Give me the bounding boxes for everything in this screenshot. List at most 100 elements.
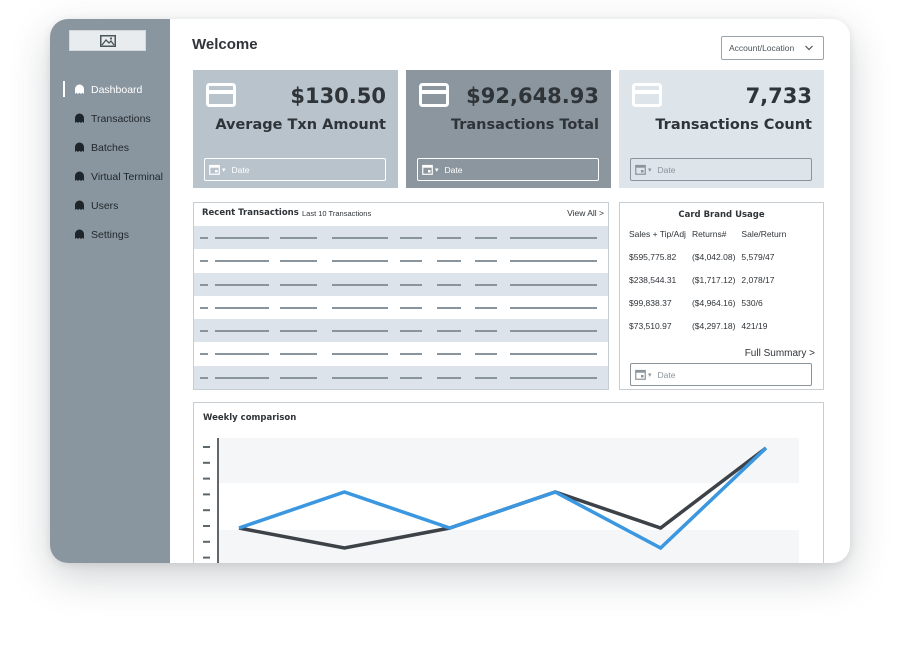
table-cell: $99,838.37 bbox=[629, 298, 672, 308]
calendar-icon bbox=[635, 369, 646, 380]
column-header: Sales + Tip/Adj bbox=[629, 229, 686, 239]
y-tick-placeholder bbox=[203, 493, 210, 496]
placeholder-dash bbox=[475, 306, 497, 309]
placeholder-dash bbox=[200, 306, 208, 309]
placeholder-dash bbox=[400, 353, 422, 356]
table-row[interactable] bbox=[194, 249, 608, 272]
txn-total-amount: $92,648.93 bbox=[466, 84, 599, 108]
table-cell: $73,510.97 bbox=[629, 321, 672, 331]
image-placeholder-icon bbox=[99, 34, 116, 47]
y-tick-placeholder bbox=[203, 540, 210, 543]
placeholder-dash bbox=[510, 353, 597, 356]
placeholder-dash bbox=[280, 306, 317, 309]
sidebar-item-settings[interactable]: Settings bbox=[50, 220, 170, 249]
y-tick-placeholder bbox=[203, 525, 210, 527]
txn-count-amount: 7,733 bbox=[745, 84, 812, 108]
placeholder-dash bbox=[475, 376, 497, 379]
table-row[interactable] bbox=[194, 226, 608, 250]
table-cell: $595,775.82 bbox=[629, 252, 677, 262]
placeholder-dash bbox=[510, 306, 597, 309]
credit-card-icon bbox=[632, 83, 662, 107]
ghost-icon bbox=[74, 200, 85, 211]
placeholder-dash bbox=[400, 330, 422, 333]
table-cell: ($4,042.08) bbox=[691, 252, 736, 262]
table-cell: ($4,964.16) bbox=[691, 298, 736, 308]
placeholder-dash bbox=[332, 260, 388, 263]
recent-transactions-title: Recent Transactions bbox=[202, 208, 299, 218]
placeholder-dash bbox=[475, 353, 497, 356]
placeholder-dash bbox=[437, 260, 461, 263]
weekly-comparison-chart bbox=[203, 438, 799, 563]
ghost-icon bbox=[74, 229, 85, 240]
account-location-select[interactable]: Account/Location bbox=[721, 36, 824, 60]
placeholder-dash bbox=[200, 353, 208, 356]
table-row[interactable] bbox=[194, 272, 608, 296]
y-tick-placeholder bbox=[203, 446, 210, 448]
placeholder-dash bbox=[437, 330, 461, 333]
column-header: Sale/Return bbox=[741, 229, 787, 239]
ghost-icon bbox=[74, 113, 85, 124]
table-cell: $238,544.31 bbox=[629, 275, 677, 285]
table-row: $73,510.97 ($4,297.18) 421/19 bbox=[629, 321, 792, 344]
txn-count-label: Transactions Count bbox=[655, 117, 812, 133]
recent-transactions-panel: Recent Transactions Last 10 Transactions… bbox=[193, 202, 609, 390]
sidebar-item-label: Virtual Terminal bbox=[91, 170, 163, 183]
date-placeholder: Date bbox=[657, 164, 676, 175]
table-cell: 421/19 bbox=[741, 321, 768, 331]
table-cell: ($1,717.12) bbox=[691, 275, 736, 285]
caret-down-icon: ▾ bbox=[648, 166, 652, 174]
date-picker[interactable]: ▾ Date bbox=[630, 158, 812, 181]
date-placeholder: Date bbox=[657, 369, 676, 380]
table-row[interactable] bbox=[194, 319, 608, 343]
y-tick-placeholder bbox=[203, 556, 210, 559]
table-row[interactable] bbox=[194, 365, 608, 390]
credit-card-icon bbox=[206, 83, 236, 107]
placeholder-dash bbox=[215, 353, 269, 356]
placeholder-dash bbox=[475, 237, 497, 239]
placeholder-dash bbox=[200, 330, 208, 333]
sidebar-item-dashboard[interactable]: Dashboard bbox=[50, 75, 170, 104]
sidebar-item-label: Batches bbox=[91, 141, 129, 154]
calendar-icon bbox=[422, 164, 433, 175]
logo bbox=[69, 30, 146, 51]
placeholder-dash bbox=[280, 260, 317, 263]
date-picker[interactable]: ▾ Date bbox=[630, 363, 812, 386]
placeholder-dash bbox=[437, 237, 461, 239]
table-cell: 2,078/17 bbox=[741, 275, 775, 285]
chevron-down-icon bbox=[805, 45, 813, 51]
app-window: Dashboard Transactions Batches Virtual T… bbox=[50, 19, 850, 563]
page-title: Welcome bbox=[192, 36, 258, 53]
placeholder-dash bbox=[280, 283, 317, 286]
view-all-link[interactable]: View All > bbox=[567, 208, 604, 218]
ghost-icon bbox=[74, 171, 85, 182]
sidebar-item-transactions[interactable]: Transactions bbox=[50, 104, 170, 133]
table-row[interactable] bbox=[194, 342, 608, 365]
avg-txn-card: $130.50 Average Txn Amount ▾ Date bbox=[193, 70, 398, 188]
placeholder-dash bbox=[437, 376, 461, 379]
table-cell: 530/6 bbox=[741, 298, 763, 308]
placeholder-dash bbox=[400, 306, 422, 309]
sidebar-item-users[interactable]: Users bbox=[50, 191, 170, 220]
sidebar-item-batches[interactable]: Batches bbox=[50, 133, 170, 162]
placeholder-dash bbox=[215, 260, 269, 263]
ghost-icon bbox=[74, 142, 85, 153]
credit-card-icon bbox=[419, 83, 449, 107]
table-row[interactable] bbox=[194, 296, 608, 319]
txn-total-card: $92,648.93 Transactions Total ▾ Date bbox=[406, 70, 611, 188]
weekly-comparison-panel: Weekly comparison bbox=[193, 402, 824, 563]
placeholder-dash bbox=[200, 376, 208, 379]
transactions-list bbox=[194, 226, 608, 390]
placeholder-dash bbox=[400, 260, 422, 263]
placeholder-dash bbox=[280, 353, 317, 356]
sidebar-nav: Dashboard Transactions Batches Virtual T… bbox=[50, 75, 170, 249]
sidebar-item-label: Users bbox=[91, 199, 119, 212]
placeholder-dash bbox=[510, 260, 597, 263]
date-picker[interactable]: ▾ Date bbox=[204, 158, 386, 181]
placeholder-dash bbox=[510, 283, 597, 286]
placeholder-dash bbox=[215, 330, 269, 333]
placeholder-dash bbox=[400, 237, 422, 239]
placeholder-dash bbox=[215, 237, 269, 239]
date-picker[interactable]: ▾ Date bbox=[417, 158, 599, 181]
full-summary-link[interactable]: Full Summary > bbox=[744, 348, 815, 359]
sidebar-item-virtual-terminal[interactable]: Virtual Terminal bbox=[50, 162, 170, 191]
